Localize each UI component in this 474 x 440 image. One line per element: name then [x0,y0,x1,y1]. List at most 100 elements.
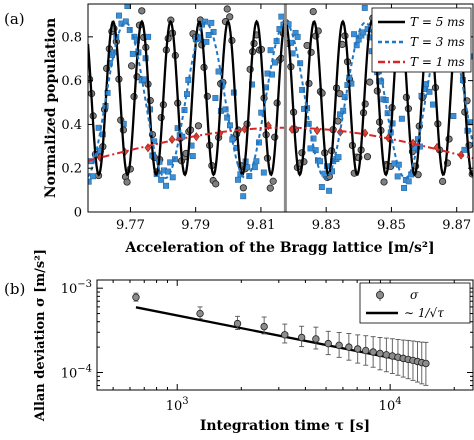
legend-label-fit: ∼ 1/√τ [404,306,444,320]
y-tick-label: 0.8 [61,30,82,45]
data-point-T5 [127,62,136,70]
data-point-T3 [294,33,301,40]
y-tick-label: 0.6 [61,74,82,89]
data-point-T3 [116,12,122,19]
x-tick-label: 104 [379,396,402,414]
legend-marker-sigma [375,290,384,299]
panel-a-legend: T = 5 ms T = 3 ms T = 1 ms [371,7,472,73]
allan-data-point [382,351,391,359]
data-point-T5 [123,178,131,186]
x-tick-label: 9.83 [312,218,341,233]
panel-b-ticks: 103 104 10−4 10−3 [61,279,473,414]
y-tick-label: 0 [74,206,82,221]
data-point-T3 [205,32,212,38]
data-point-T3 [401,185,408,191]
data-point-T5 [212,180,220,188]
data-point-T3 [90,173,96,180]
data-point-T3 [430,101,436,108]
allan-data-point [260,322,268,331]
panel-a-frame [87,3,474,213]
data-point-T3 [450,113,457,119]
panel-b-frame [96,279,474,391]
data-point-T3 [271,59,278,66]
allan-data-point [345,343,353,351]
data-point-T3 [351,31,358,38]
allan-data-point [422,359,430,368]
data-point-T3 [398,115,405,122]
data-point-T3 [235,176,241,183]
data-point-T5 [439,177,447,186]
data-point-T3 [405,178,412,185]
panel-a-ticks: 9.77 9.79 9.81 9.83 9.85 9.87 0 0.2 0.4 0.6 0.8 [61,4,473,233]
data-point-T3 [158,176,165,183]
x-tick-label: 9.87 [442,218,471,233]
legend-label-T5: T = 5 ms [410,15,465,29]
data-point-T5 [380,178,388,186]
x-tick-label: 9.81 [246,218,275,233]
data-point-T5 [266,184,274,192]
y-tick-label: 10−4 [61,363,92,381]
allan-data-point [196,309,204,318]
panel-b-plot-area [132,292,430,386]
data-point-T3 [203,38,210,45]
allan-data-point [369,348,377,356]
data-point-T5 [363,153,372,161]
legend-label-sigma: σ [410,288,419,302]
allan-data-point [132,293,140,301]
allan-data-point [376,349,384,358]
data-point-T5 [269,177,277,185]
data-point-T3 [360,29,367,36]
panel-b: (b) 103 104 10−4 10−3 Allan deviation σ [m/… [4,249,474,434]
data-point-T3 [335,154,342,161]
allan-data-point [281,331,289,339]
data-point-T5 [223,5,231,13]
panel-a-y-axis-label: Normalized population [43,18,59,198]
legend-label-T3: T = 3 ms [410,35,465,49]
data-point-T3 [189,153,196,160]
data-point-T3 [361,4,368,11]
allan-data-point [335,341,343,350]
data-point-T3 [240,193,247,200]
x-tick-label: 9.85 [377,218,406,233]
data-point-T3 [260,169,267,176]
data-point-T3 [394,173,401,180]
panel-b-label: (b) [4,280,25,298]
data-point-T3 [426,88,433,95]
data-point-T5 [366,78,374,86]
legend-box-b [359,282,471,324]
data-point-T3 [88,178,92,185]
fit-curve-T-5ms [88,19,473,177]
data-point-T1 [168,134,176,144]
panel-a-x-axis-label: Acceleration of the Bragg lattice [m/s²] [124,240,434,256]
allan-data-point [312,335,320,343]
y-tick-label: 0.4 [61,118,82,133]
data-point-T3 [129,50,136,57]
allan-data-point [324,339,332,348]
allan-data-point [233,319,242,328]
data-point-T3 [326,187,333,194]
data-point-T3 [297,60,304,67]
data-point-T3 [169,174,176,181]
data-point-T3 [122,18,129,25]
panel-a-label: (a) [4,10,25,28]
data-point-T3 [126,26,133,33]
data-point-T3 [167,159,174,166]
panel-b-legend: σ ∼ 1/√τ [359,282,471,324]
x-tick-label: 103 [166,396,189,414]
data-point-T3 [267,47,274,54]
data-point-T3 [253,158,260,165]
panel-b-x-axis-label: Integration time τ [s] [200,418,370,434]
data-point-T3 [307,145,314,152]
data-point-T5 [226,13,234,21]
data-point-T3 [461,146,468,153]
data-point-T3 [208,19,215,26]
x-tick-label: 9.79 [181,218,210,233]
data-point-T3 [318,184,325,190]
data-point-T3 [310,135,317,142]
data-point-T3 [317,158,324,165]
data-point-T5 [194,122,203,130]
panel-a: (a) 9.77 9.79 9.81 9.83 9.85 9.87 0 0.2 0.4 0.6 0.… [4,3,474,256]
data-point-T3 [212,95,219,102]
data-point-T3 [163,182,169,189]
y-tick-label: 10−3 [61,279,92,297]
